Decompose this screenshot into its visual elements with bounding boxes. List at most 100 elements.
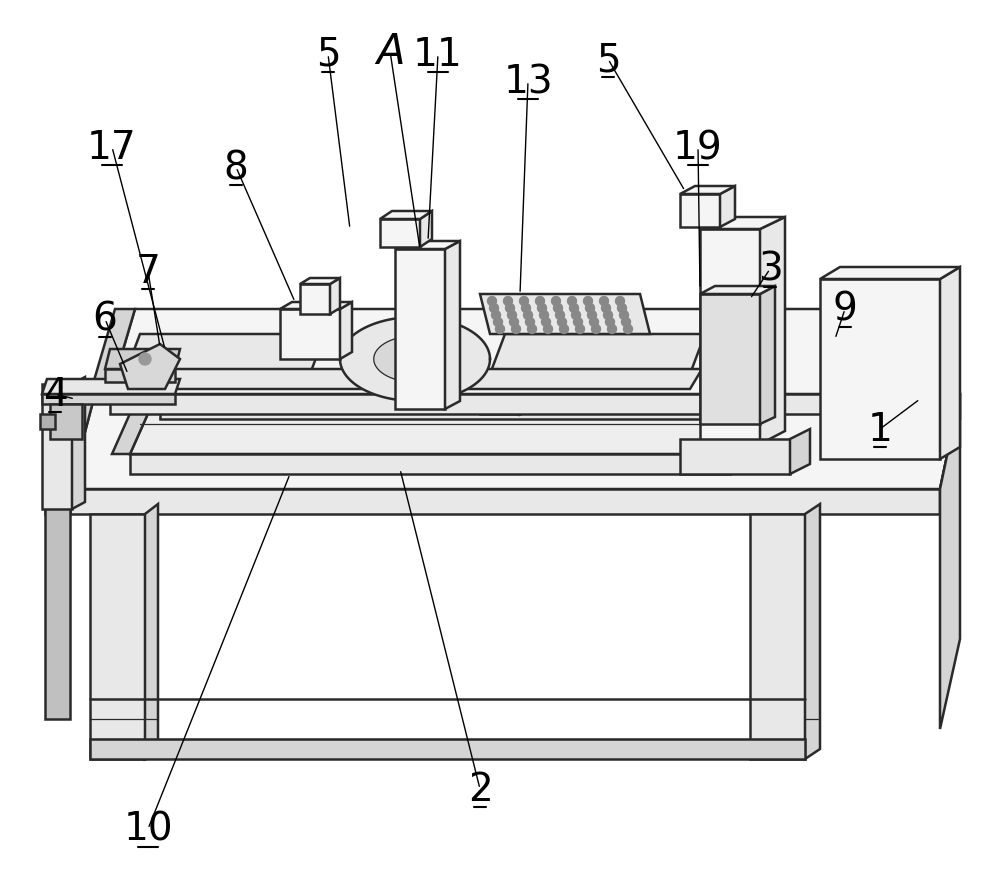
Polygon shape — [820, 280, 940, 460]
Polygon shape — [110, 310, 860, 395]
Circle shape — [572, 311, 580, 320]
Polygon shape — [420, 211, 432, 247]
Polygon shape — [395, 242, 460, 250]
Circle shape — [556, 311, 564, 320]
Polygon shape — [395, 250, 445, 410]
Polygon shape — [90, 515, 145, 759]
Circle shape — [528, 325, 536, 334]
Polygon shape — [125, 335, 325, 374]
Polygon shape — [680, 187, 735, 195]
Polygon shape — [110, 395, 840, 415]
Text: 19: 19 — [673, 129, 723, 167]
Polygon shape — [700, 295, 760, 424]
Polygon shape — [760, 217, 785, 445]
Polygon shape — [210, 380, 620, 397]
Polygon shape — [72, 378, 85, 510]
Circle shape — [584, 297, 592, 306]
Text: 17: 17 — [87, 129, 137, 167]
Polygon shape — [112, 410, 150, 454]
Polygon shape — [130, 410, 748, 454]
Circle shape — [554, 304, 562, 313]
Polygon shape — [374, 337, 456, 382]
Polygon shape — [490, 335, 705, 374]
Polygon shape — [300, 285, 330, 315]
Circle shape — [604, 311, 612, 320]
Polygon shape — [45, 395, 95, 489]
Polygon shape — [380, 211, 432, 220]
Text: 1: 1 — [868, 410, 892, 448]
Circle shape — [139, 353, 151, 366]
Polygon shape — [720, 187, 735, 228]
Text: 2: 2 — [468, 770, 492, 808]
Text: 13: 13 — [503, 63, 553, 101]
Polygon shape — [340, 303, 352, 360]
Polygon shape — [125, 374, 310, 384]
Circle shape — [522, 304, 530, 313]
Circle shape — [574, 318, 582, 327]
Polygon shape — [480, 295, 650, 335]
Circle shape — [622, 318, 631, 327]
Text: 3: 3 — [758, 251, 782, 289]
Polygon shape — [160, 339, 740, 400]
Polygon shape — [330, 279, 340, 315]
Circle shape — [490, 304, 499, 313]
Polygon shape — [130, 454, 730, 474]
Polygon shape — [805, 504, 820, 759]
Polygon shape — [520, 382, 528, 415]
Polygon shape — [70, 489, 940, 515]
Polygon shape — [90, 310, 135, 395]
Circle shape — [600, 297, 608, 306]
Text: 5: 5 — [596, 41, 620, 79]
Polygon shape — [430, 369, 702, 389]
Circle shape — [510, 318, 518, 327]
Polygon shape — [70, 395, 960, 489]
Circle shape — [492, 311, 501, 320]
Circle shape — [576, 325, 584, 334]
Polygon shape — [45, 489, 70, 515]
Text: 8: 8 — [224, 149, 248, 187]
Polygon shape — [720, 339, 740, 415]
Circle shape — [568, 297, 576, 306]
Polygon shape — [940, 395, 960, 729]
Circle shape — [558, 318, 566, 327]
Circle shape — [524, 311, 532, 320]
Text: 9: 9 — [833, 290, 857, 329]
Polygon shape — [105, 369, 175, 382]
Polygon shape — [480, 389, 520, 415]
Circle shape — [526, 318, 534, 327]
Circle shape — [608, 325, 616, 334]
Polygon shape — [42, 395, 175, 404]
Polygon shape — [40, 415, 55, 430]
Circle shape — [616, 297, 624, 306]
Circle shape — [494, 318, 503, 327]
Circle shape — [552, 297, 560, 306]
Circle shape — [624, 325, 633, 334]
Text: 5: 5 — [316, 36, 340, 74]
Text: 4: 4 — [43, 375, 67, 414]
Polygon shape — [840, 310, 860, 410]
Polygon shape — [145, 504, 158, 759]
Polygon shape — [490, 374, 690, 384]
Text: 11: 11 — [413, 36, 463, 74]
Text: 7: 7 — [136, 253, 160, 290]
Circle shape — [570, 304, 578, 313]
Circle shape — [560, 325, 568, 334]
Polygon shape — [195, 339, 225, 380]
Polygon shape — [700, 287, 775, 295]
Circle shape — [586, 304, 594, 313]
Polygon shape — [820, 267, 960, 280]
Circle shape — [618, 304, 626, 313]
Polygon shape — [210, 339, 635, 380]
Polygon shape — [130, 369, 412, 389]
Circle shape — [620, 311, 629, 320]
Circle shape — [590, 318, 598, 327]
Circle shape — [588, 311, 596, 320]
Polygon shape — [700, 217, 785, 230]
Polygon shape — [105, 350, 180, 369]
Circle shape — [496, 325, 505, 334]
Polygon shape — [160, 400, 720, 419]
Polygon shape — [42, 384, 72, 510]
Polygon shape — [750, 515, 805, 759]
Circle shape — [542, 318, 550, 327]
Circle shape — [544, 325, 552, 334]
